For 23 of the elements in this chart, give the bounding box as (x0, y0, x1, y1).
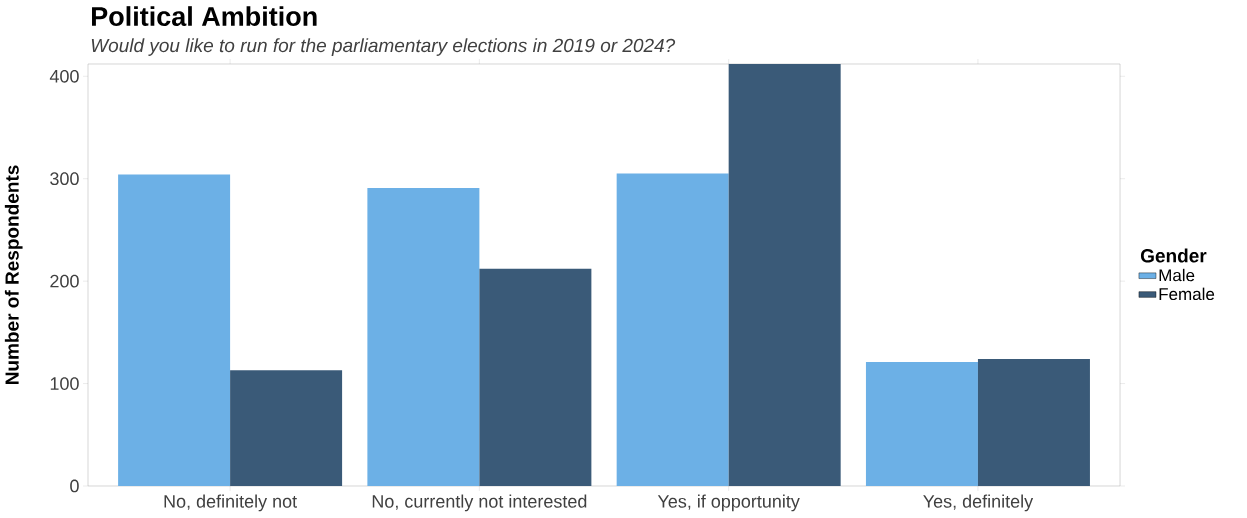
y-tick-label: 0 (70, 479, 79, 493)
y-tick-label: 100 (50, 377, 79, 390)
y-axis-title: Number of Respondents (4, 165, 23, 385)
bar (977, 358, 1090, 486)
y-tick-label: 300 (50, 172, 79, 186)
bar (230, 370, 343, 486)
bar (118, 174, 231, 486)
legend-label: Female (1159, 287, 1215, 301)
bar (479, 268, 592, 486)
bar (616, 173, 729, 486)
x-tick-label: Yes, if opportunity (657, 494, 800, 512)
x-tick-label: No, definitely not (164, 494, 297, 512)
chart-subtitle: Would you like to run for the parliamentary elections in 2019 or 2024? (91, 38, 676, 56)
x-tick-label: Yes, definitely (923, 494, 1034, 512)
chart-title: Political Ambition (92, 6, 317, 27)
x-tick-label: No, currently not interested (372, 494, 587, 512)
y-tick-label: 400 (49, 69, 79, 83)
legend-label: Male (1159, 268, 1195, 282)
legend-title: Gender (1140, 248, 1207, 263)
bar (728, 63, 841, 486)
bar (865, 362, 978, 486)
bar (367, 187, 480, 486)
y-tick-label: 200 (50, 274, 79, 288)
